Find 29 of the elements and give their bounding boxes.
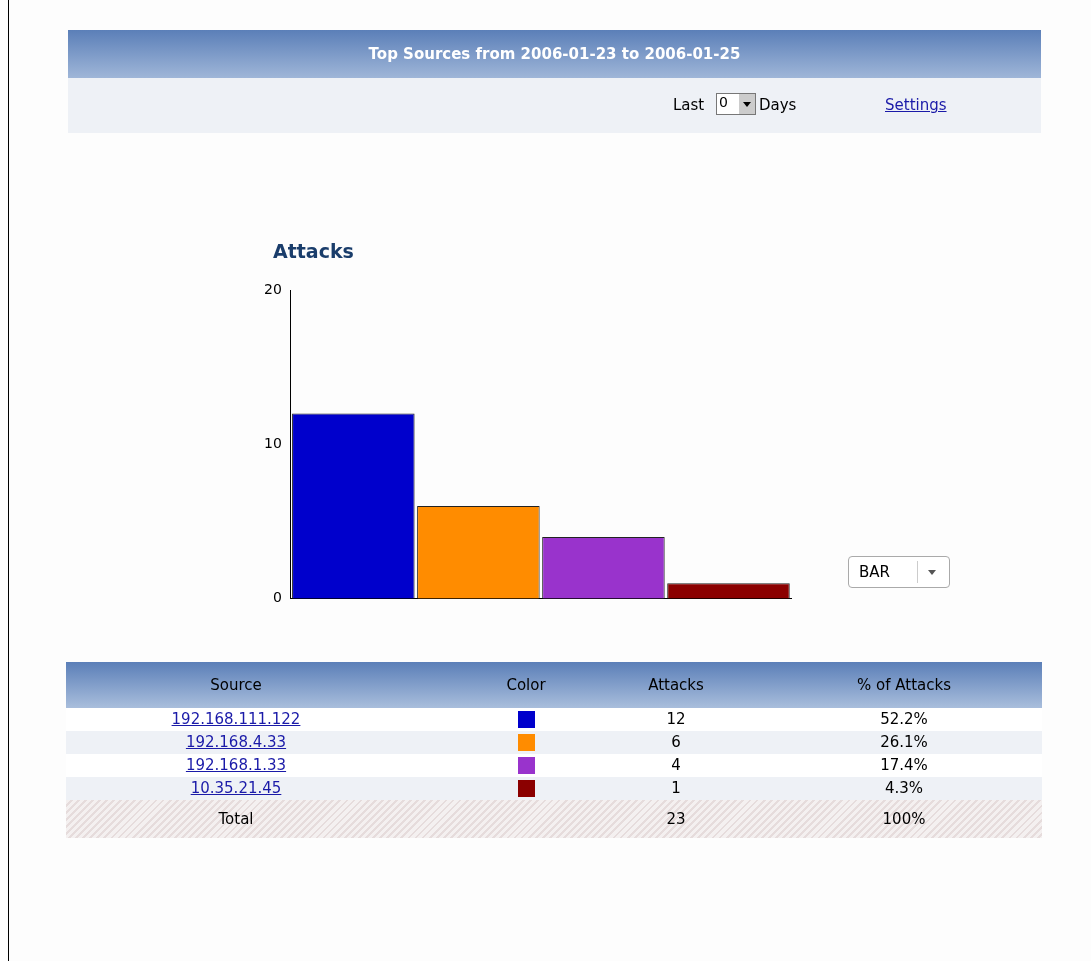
- text: 23: [665, 810, 687, 828]
- y-tick-label: 10: [263, 434, 282, 451]
- text: Settings: [885, 96, 947, 114]
- text: 17.4%: [879, 756, 929, 774]
- text: 52.2%: [879, 710, 929, 728]
- text: 12: [665, 710, 687, 728]
- text: Color: [505, 676, 547, 694]
- y-tick-label: 20: [263, 280, 282, 297]
- chart-title: Top Sources from 2006-01-23 to 2006-01-25: [68, 30, 1041, 78]
- text: 4.3%: [883, 779, 925, 797]
- text: Days: [759, 96, 797, 114]
- text: 26.1%: [879, 733, 929, 751]
- text: 192.168.1.33: [184, 756, 288, 774]
- text: 6: [670, 733, 682, 751]
- chart-type-dropdown: BAR: [848, 556, 950, 588]
- text: 192.168.4.33: [184, 733, 288, 751]
- y-axis-title: Attacks: [273, 240, 354, 262]
- text: 192.168.111.122: [170, 710, 302, 728]
- y-tick-label: 0: [272, 589, 282, 606]
- text: 4: [670, 756, 682, 774]
- text: 10.35.21.45: [189, 779, 283, 797]
- dropdown-field: 0: [716, 93, 756, 115]
- text: Total: [217, 810, 255, 828]
- text: 100%: [881, 810, 927, 828]
- text: Last: [673, 96, 705, 114]
- text: 1: [670, 779, 682, 797]
- text: Source: [209, 676, 263, 694]
- text: Attacks: [647, 676, 705, 694]
- text: % of Attacks: [856, 676, 952, 694]
